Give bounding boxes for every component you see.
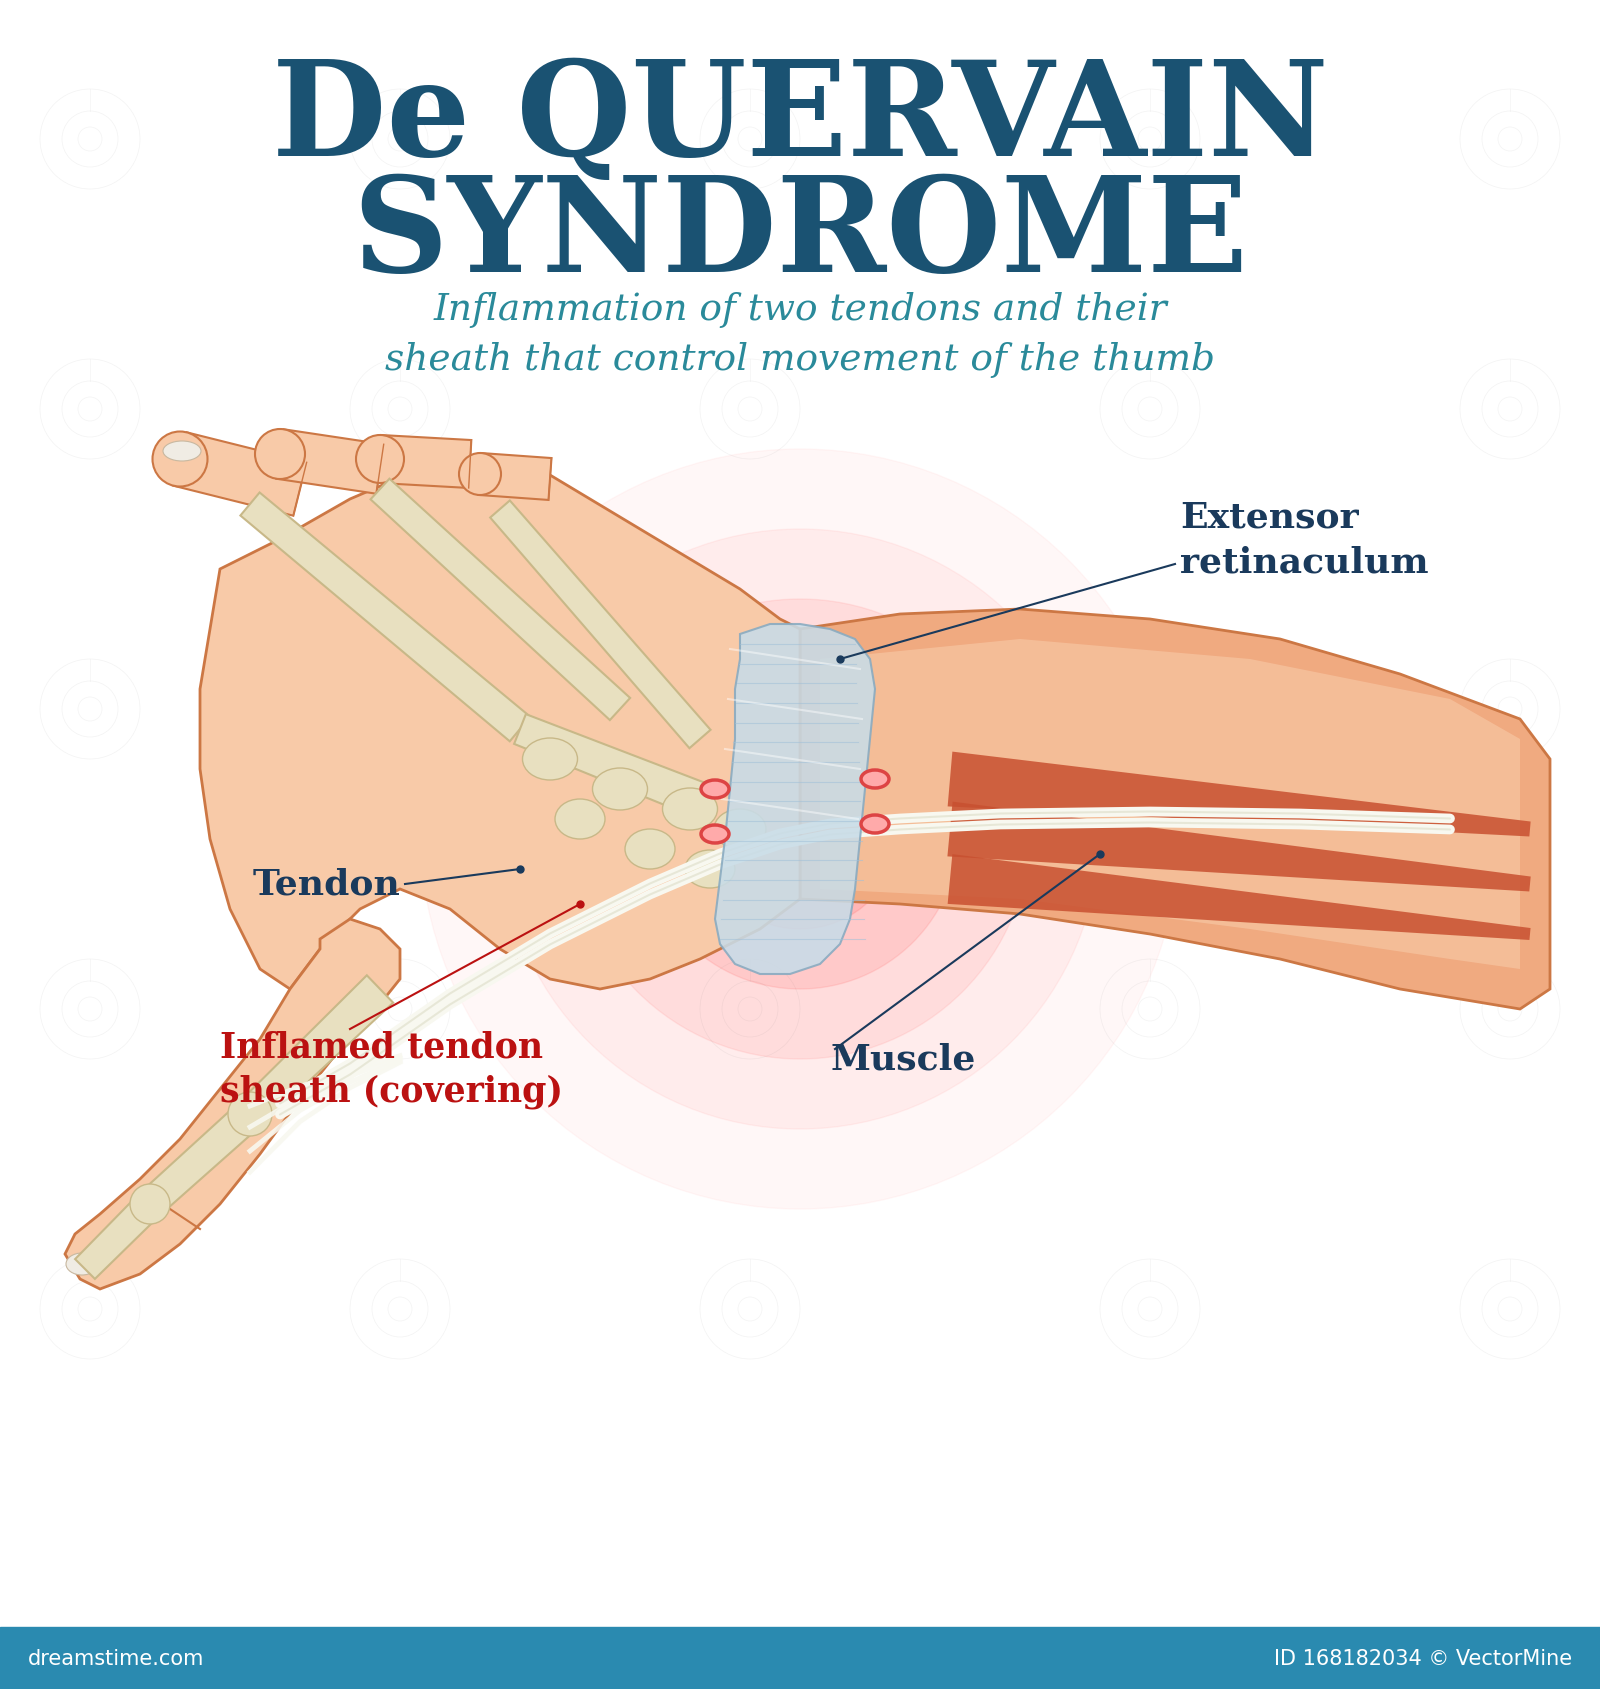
Polygon shape bbox=[75, 1194, 160, 1279]
Circle shape bbox=[355, 436, 405, 483]
Circle shape bbox=[459, 454, 501, 495]
Circle shape bbox=[254, 429, 306, 480]
Polygon shape bbox=[277, 431, 384, 495]
Polygon shape bbox=[947, 855, 1531, 941]
Ellipse shape bbox=[685, 851, 734, 888]
Polygon shape bbox=[379, 436, 472, 488]
Polygon shape bbox=[490, 502, 710, 748]
Text: ID 168182034 © VectorMine: ID 168182034 © VectorMine bbox=[1274, 1648, 1571, 1669]
Circle shape bbox=[501, 530, 1101, 1130]
Polygon shape bbox=[240, 493, 530, 741]
Text: Muscle: Muscle bbox=[830, 1042, 976, 1076]
Ellipse shape bbox=[662, 789, 717, 831]
Circle shape bbox=[229, 1093, 272, 1137]
Ellipse shape bbox=[701, 826, 730, 843]
Polygon shape bbox=[947, 802, 1531, 892]
Ellipse shape bbox=[523, 738, 578, 780]
Polygon shape bbox=[66, 919, 400, 1289]
Ellipse shape bbox=[714, 809, 766, 850]
Circle shape bbox=[130, 1184, 170, 1225]
Circle shape bbox=[701, 730, 899, 929]
Polygon shape bbox=[238, 976, 394, 1127]
Polygon shape bbox=[200, 459, 800, 990]
Ellipse shape bbox=[66, 1253, 98, 1275]
Ellipse shape bbox=[592, 768, 648, 811]
Ellipse shape bbox=[861, 770, 890, 789]
Polygon shape bbox=[139, 1103, 261, 1216]
Ellipse shape bbox=[555, 799, 605, 839]
Ellipse shape bbox=[163, 443, 202, 461]
Text: Extensor
retinaculum: Extensor retinaculum bbox=[1181, 500, 1429, 579]
Circle shape bbox=[570, 600, 1030, 1059]
Ellipse shape bbox=[861, 816, 890, 833]
Polygon shape bbox=[478, 454, 552, 500]
Circle shape bbox=[640, 669, 960, 990]
Polygon shape bbox=[947, 752, 1531, 838]
Polygon shape bbox=[173, 432, 307, 517]
Polygon shape bbox=[715, 625, 875, 975]
Text: De QUERVAIN: De QUERVAIN bbox=[272, 56, 1328, 184]
Polygon shape bbox=[800, 610, 1550, 1010]
Polygon shape bbox=[371, 480, 630, 721]
Bar bbox=[0, 1627, 1600, 1689]
Polygon shape bbox=[514, 714, 717, 821]
Text: SYNDROME: SYNDROME bbox=[352, 171, 1248, 299]
Text: Inflammation of two tendons and their
sheath that control movement of the thumb: Inflammation of two tendons and their sh… bbox=[386, 292, 1214, 378]
Text: dreamstime.com: dreamstime.com bbox=[29, 1648, 205, 1669]
Text: Inflamed tendon
sheath (covering): Inflamed tendon sheath (covering) bbox=[221, 1029, 563, 1108]
Ellipse shape bbox=[701, 780, 730, 799]
Text: Tendon: Tendon bbox=[253, 868, 400, 902]
Circle shape bbox=[152, 432, 208, 486]
Ellipse shape bbox=[626, 829, 675, 870]
Polygon shape bbox=[819, 640, 1520, 969]
